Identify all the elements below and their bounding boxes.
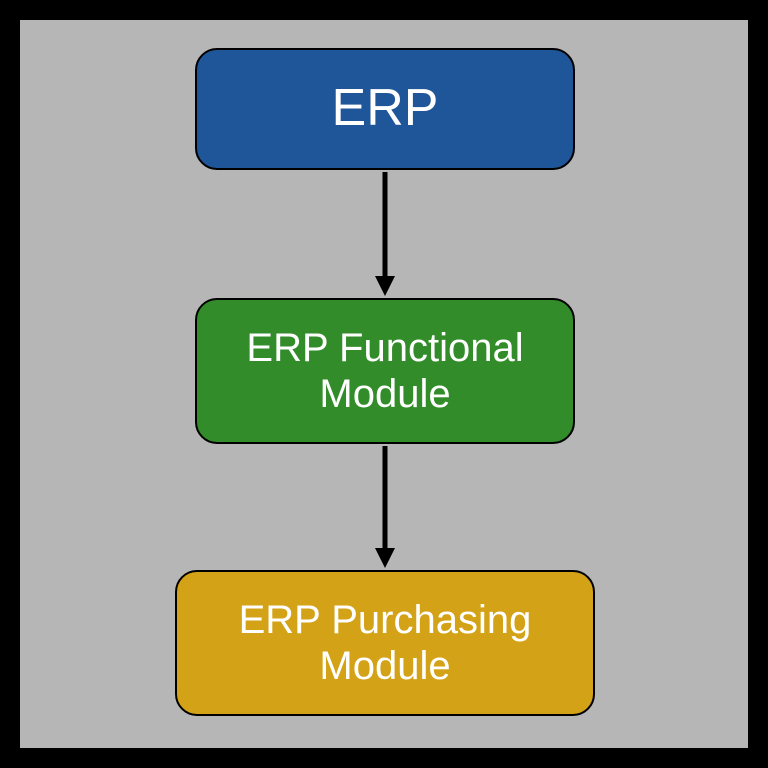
edge-erp-to-erp-functional (365, 152, 405, 316)
node-label: ERP (332, 79, 439, 139)
node-erp-purchasing: ERP Purchasing Module (175, 570, 595, 716)
node-label: ERP Functional Module (213, 325, 557, 417)
node-erp: ERP (195, 48, 575, 170)
diagram-canvas: ERP ERP Functional Module ERP Purchasing M… (14, 14, 754, 754)
node-label: ERP Purchasing Module (193, 597, 577, 689)
edge-erp-functional-to-erp-purchasing (365, 426, 405, 588)
node-erp-functional: ERP Functional Module (195, 298, 575, 444)
